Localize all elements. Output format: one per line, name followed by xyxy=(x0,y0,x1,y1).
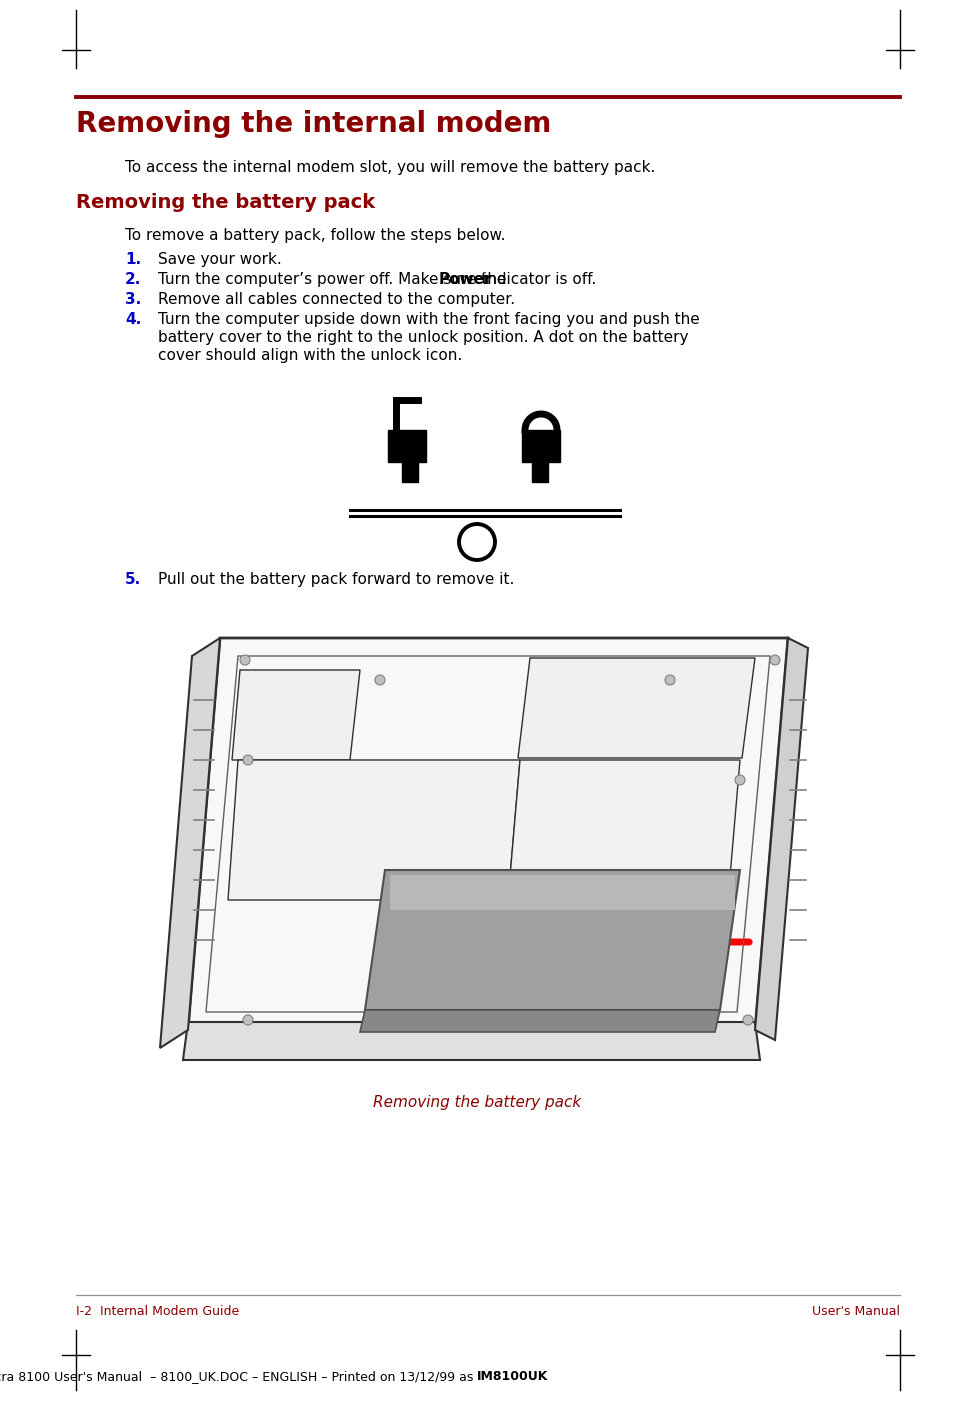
Text: Tecra 8100 User's Manual  – 8100_UK.DOC – ENGLISH – Printed on 13/12/99 as: Tecra 8100 User's Manual – 8100_UK.DOC –… xyxy=(0,1370,476,1384)
Text: IM8100UK: IM8100UK xyxy=(476,1370,548,1384)
Polygon shape xyxy=(359,1010,720,1031)
Text: Turn the computer’s power off. Make sure the: Turn the computer’s power off. Make sure… xyxy=(158,272,511,287)
Text: To access the internal modem slot, you will remove the battery pack.: To access the internal modem slot, you w… xyxy=(125,161,655,175)
Text: 3.: 3. xyxy=(125,292,141,307)
Bar xyxy=(532,462,547,482)
Text: Turn the computer upside down with the front facing you and push the: Turn the computer upside down with the f… xyxy=(158,311,699,327)
Text: Pull out the battery pack forward to remove it.: Pull out the battery pack forward to rem… xyxy=(158,572,514,588)
Text: 5.: 5. xyxy=(125,572,141,588)
Text: User's Manual: User's Manual xyxy=(811,1305,899,1317)
Polygon shape xyxy=(160,638,220,1048)
Text: 4.: 4. xyxy=(125,311,141,327)
Polygon shape xyxy=(452,878,504,907)
Polygon shape xyxy=(507,759,740,900)
Text: I-2  Internal Modem Guide: I-2 Internal Modem Guide xyxy=(76,1305,239,1317)
Polygon shape xyxy=(228,759,519,900)
Polygon shape xyxy=(232,671,359,759)
Text: battery cover to the right to the unlock position. A dot on the battery: battery cover to the right to the unlock… xyxy=(158,330,688,345)
Circle shape xyxy=(769,655,780,665)
Text: To remove a battery pack, follow the steps below.: To remove a battery pack, follow the ste… xyxy=(125,228,505,242)
Text: Removing the battery pack: Removing the battery pack xyxy=(76,193,375,211)
Text: cover should align with the unlock icon.: cover should align with the unlock icon. xyxy=(158,348,462,364)
Text: Removing the internal modem: Removing the internal modem xyxy=(76,110,551,138)
Text: Power: Power xyxy=(438,272,492,287)
Circle shape xyxy=(243,755,253,765)
Circle shape xyxy=(734,775,744,785)
Polygon shape xyxy=(365,869,740,1010)
Circle shape xyxy=(664,675,675,685)
Polygon shape xyxy=(754,638,807,1040)
Bar xyxy=(401,462,417,482)
Circle shape xyxy=(243,1014,253,1024)
Text: indicator is off.: indicator is off. xyxy=(477,272,596,287)
Text: Save your work.: Save your work. xyxy=(158,252,281,266)
Polygon shape xyxy=(183,1022,760,1060)
Polygon shape xyxy=(188,638,787,1030)
Circle shape xyxy=(742,1014,752,1024)
Bar xyxy=(521,430,559,462)
Text: 2.: 2. xyxy=(125,272,141,287)
Polygon shape xyxy=(390,875,734,910)
Text: Removing the battery pack: Removing the battery pack xyxy=(373,1095,580,1110)
Text: Remove all cables connected to the computer.: Remove all cables connected to the compu… xyxy=(158,292,515,307)
Text: 1.: 1. xyxy=(125,252,141,266)
Bar xyxy=(388,430,426,462)
Circle shape xyxy=(375,675,385,685)
Circle shape xyxy=(240,655,250,665)
Polygon shape xyxy=(517,658,754,758)
